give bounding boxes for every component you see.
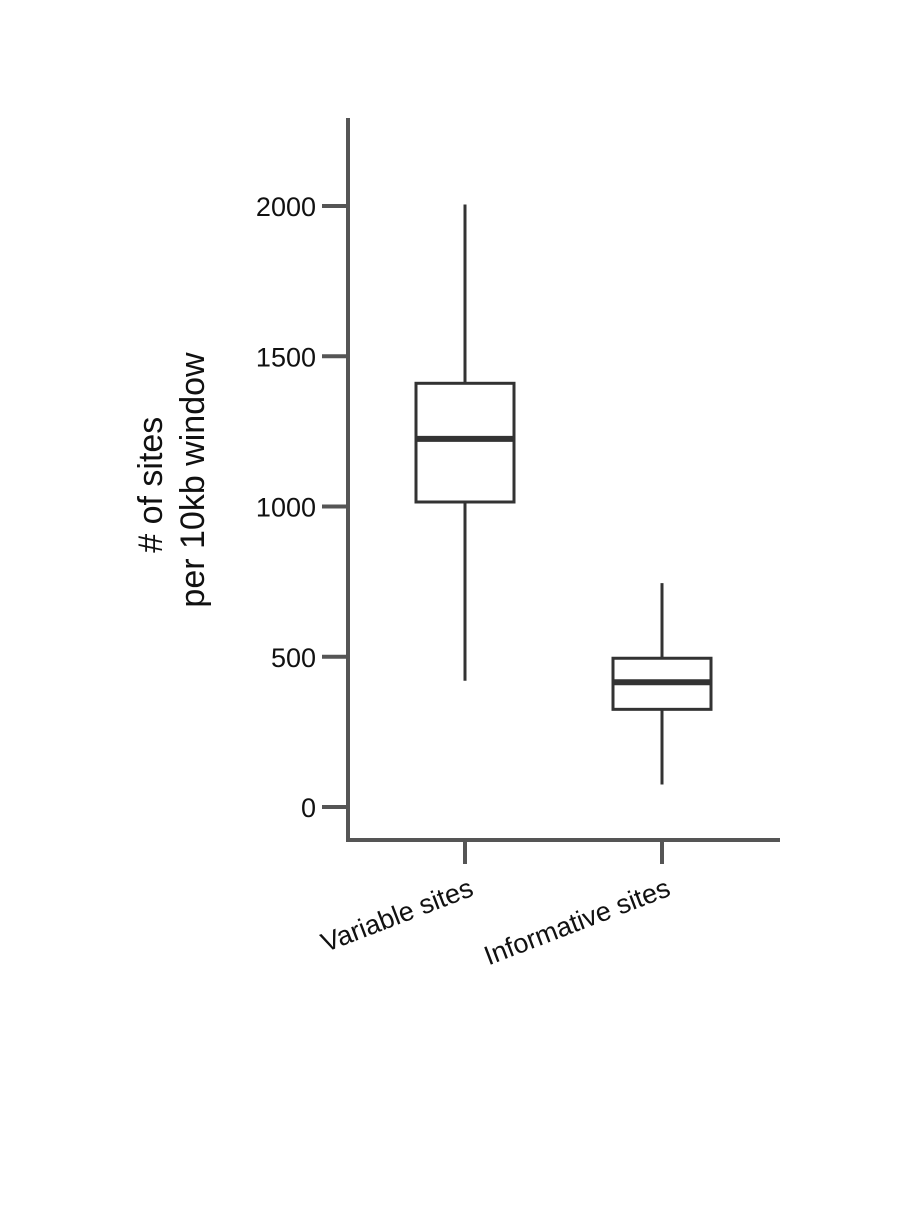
y-axis-label-line-2: per 10kb window [174, 352, 212, 608]
x-category-label: Informative sites [480, 873, 674, 971]
y-tick-label: 0 [301, 793, 316, 823]
x-ticks: Variable sites Informative sites [317, 840, 674, 971]
y-tick-label: 1500 [256, 342, 316, 372]
y-axis-label: # of sites per 10kb window [132, 352, 212, 608]
y-axis-label-line-1: # of sites [132, 417, 170, 553]
y-tick-label: 2000 [256, 192, 316, 222]
iqr-box [414, 381, 516, 504]
box-variable-sites [414, 204, 516, 681]
axes [346, 118, 780, 842]
y-tick-label: 500 [271, 643, 316, 673]
y-ticks: 0 500 1000 1500 2000 [256, 192, 348, 823]
y-tick-label: 1000 [256, 493, 316, 523]
x-category-label: Variable sites [317, 873, 477, 958]
box-informative-sites [611, 583, 713, 785]
boxes [414, 204, 713, 785]
